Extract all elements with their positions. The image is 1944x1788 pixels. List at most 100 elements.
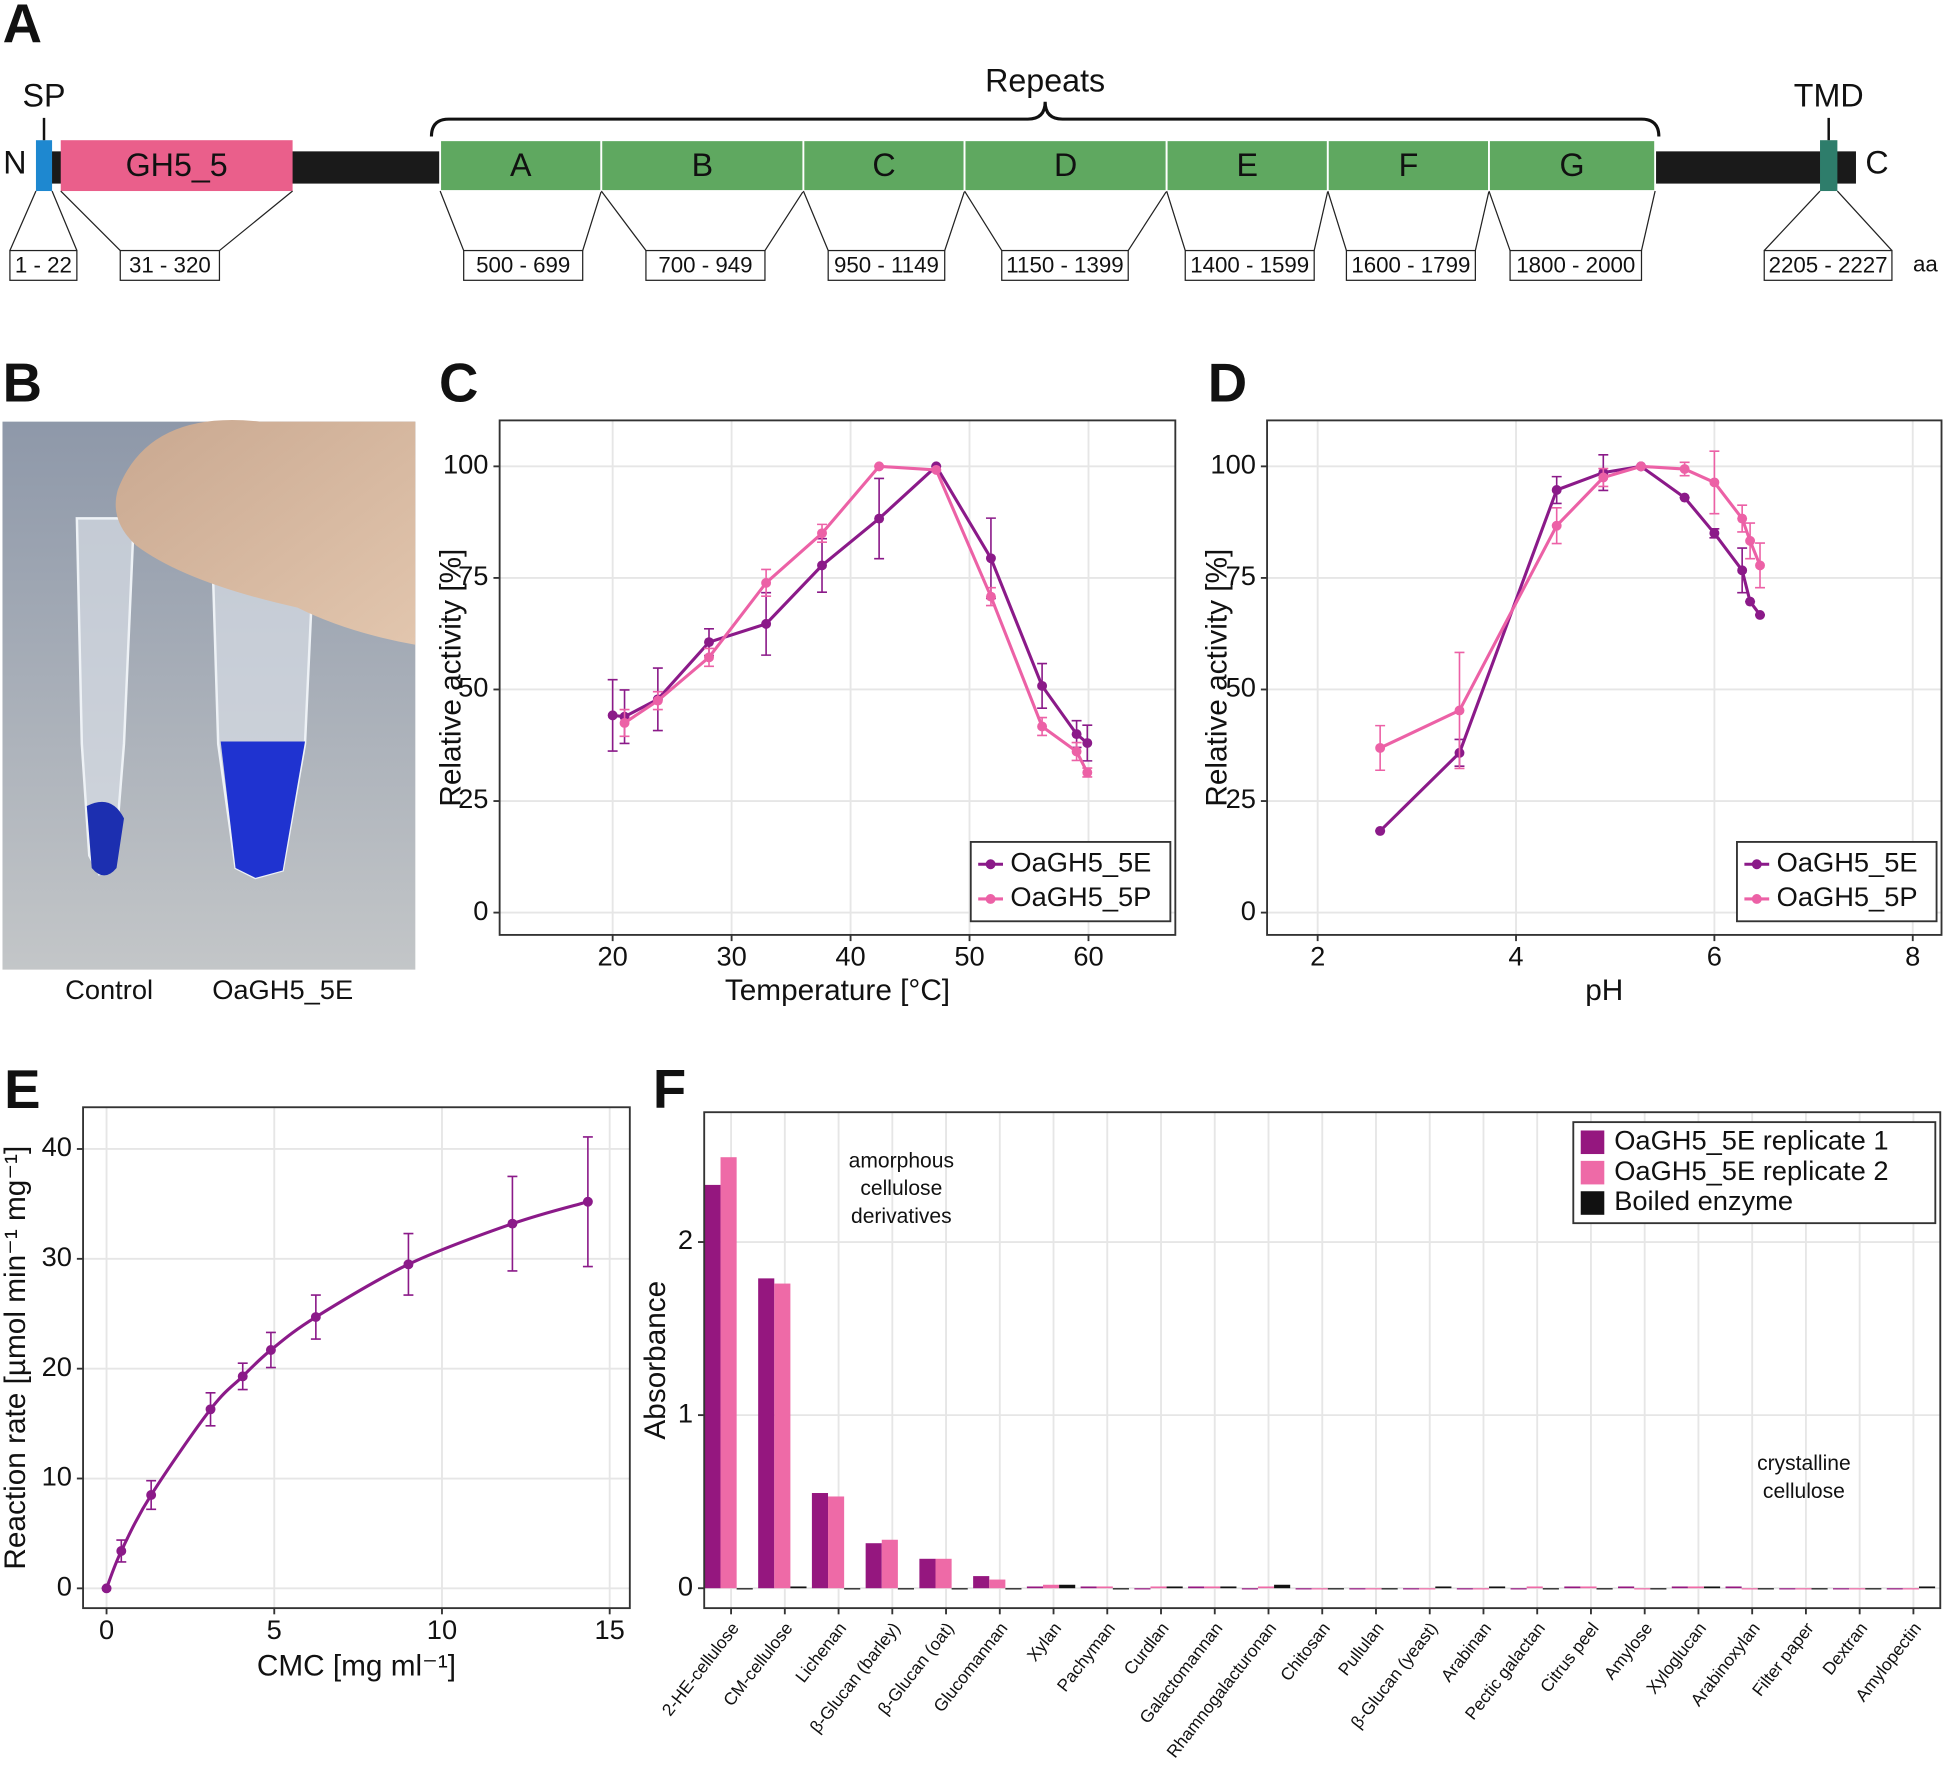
bar [1902,1588,1919,1590]
y-tick-label: 25 [458,783,488,814]
bar [844,1588,861,1590]
data-point [1745,535,1756,546]
legend-label: OaGH5_5E [1010,846,1151,877]
legend-label: OaGH5_5E [1777,846,1918,877]
range-connector [60,190,293,252]
data-point [1071,746,1082,757]
data-point [1636,461,1646,472]
annotation: crystalline [1757,1452,1851,1475]
legend-dot [1751,894,1762,904]
data-point [607,710,618,721]
pellet [86,801,124,876]
range-label: 1600 - 1799 [1351,253,1470,278]
legend-label: OaGH5_5P [1777,881,1918,912]
domain [1326,139,1490,192]
domain [1165,139,1329,192]
y-tick-label: 0 [678,1570,693,1601]
range-label: 2205 - 2227 [1769,253,1888,278]
data-point [761,577,772,588]
plot-border [1266,419,1943,936]
range-label: 31 - 320 [129,253,211,278]
data-point [1737,513,1748,524]
data-point [265,1345,276,1355]
data-point [1679,464,1690,474]
legend-label: OaGH5_5P [1010,881,1151,912]
domain-label: GH5_5 [126,147,228,183]
domain-label: F [1399,147,1419,183]
x-tick-label: 20 [597,941,627,972]
domain-label: A [510,147,532,183]
bar [1564,1586,1581,1589]
bar [1634,1588,1651,1590]
x-axis-label: pH [1585,974,1623,1007]
data-point [146,1490,157,1500]
data-point [205,1404,216,1415]
range-box [9,249,78,281]
x-tick-label: 10 [427,1614,457,1645]
range-box [827,249,946,281]
data-point [1745,596,1756,607]
annotation: cellulose [1763,1480,1845,1503]
bar [1510,1588,1527,1590]
data-point [1082,767,1093,778]
range-label: 700 - 949 [658,253,752,278]
legend-label: Boiled enzyme [1614,1185,1793,1216]
y-tick-label: 100 [1210,449,1256,480]
range-connector [1166,190,1329,251]
y-tick-label: 25 [1226,783,1256,814]
y-axis-label: Absorbance [639,1281,672,1440]
data-point [985,591,996,602]
data-point [874,461,885,472]
range-box [645,249,766,281]
plot-border [498,419,1177,936]
bar [1886,1588,1903,1590]
bar [1150,1586,1167,1589]
range-connector [802,190,966,251]
domain [439,139,603,192]
domain [1488,139,1657,192]
x-tick-label: 0 [99,1614,114,1645]
series-line [1379,464,1762,750]
range-connector [1488,190,1656,251]
bar [1311,1588,1328,1590]
legend-swatch [1580,1191,1605,1215]
data-point [1709,528,1720,539]
range-box [1184,249,1315,281]
data-point [1551,485,1562,495]
range-connector [9,190,78,251]
y-tick-label: 30 [42,1241,72,1272]
panel-letter: E [4,1059,40,1120]
range-connector [964,190,1168,251]
x-tick-label: 40 [835,941,865,972]
bar [720,1157,737,1589]
bar [1687,1586,1705,1589]
panel-letter: D [1208,352,1247,413]
bar [1241,1588,1258,1590]
range-box [1001,249,1129,281]
y-tick-label: 0 [473,895,488,926]
domain-label: E [1236,147,1258,183]
x-tick-label: 50 [954,941,984,972]
data-point [1737,565,1748,576]
range-label: 1800 - 2000 [1516,253,1635,278]
data-point [931,464,942,475]
bar [1220,1586,1237,1589]
bar [935,1558,952,1589]
bar [1618,1586,1635,1589]
legend-label: OaGH5_5E replicate 2 [1614,1155,1888,1186]
y-tick-label: 2 [678,1224,693,1255]
y-tick-label: 50 [1226,672,1256,703]
data-point [582,1196,593,1207]
range-label: 1 - 22 [15,253,72,278]
legend-box [1572,1121,1937,1225]
y-tick-label: 75 [1226,560,1256,591]
bar [1042,1584,1060,1589]
bar [1295,1588,1312,1590]
legend-swatch [1580,1130,1605,1155]
plot-border [82,1106,631,1610]
data-point [237,1371,248,1382]
bar [973,1576,990,1589]
y-tick-label: 0 [57,1571,72,1602]
bar [1741,1588,1758,1590]
